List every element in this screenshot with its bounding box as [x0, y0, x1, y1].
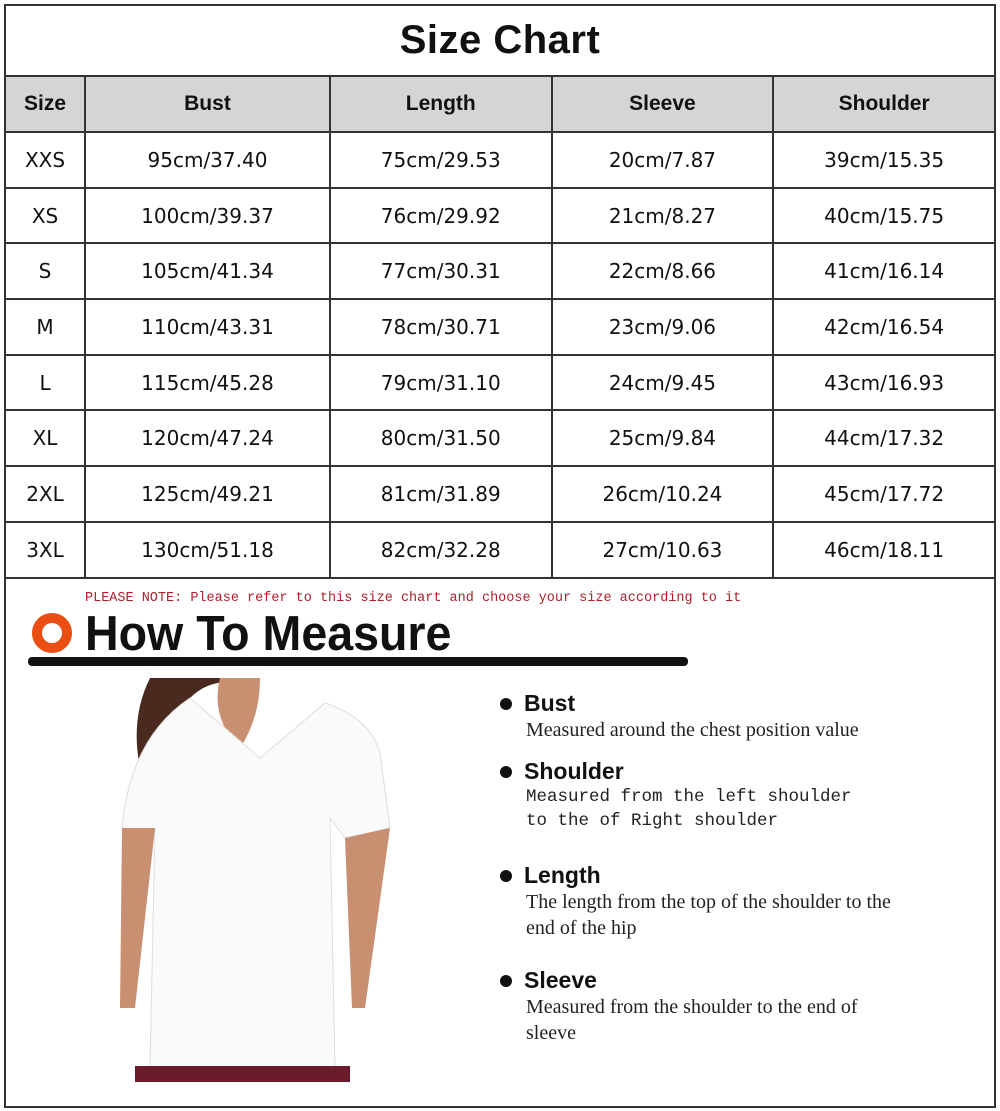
table-cell: M — [3, 298, 87, 356]
measure-item-desc: Measured from the left shoulder to the o… — [526, 787, 852, 831]
please-note: PLEASE NOTE: Please refer to this size c… — [85, 591, 742, 606]
table-cell: 115cm/45.28 — [84, 353, 331, 412]
table-cell: 22cm/8.66 — [550, 242, 775, 301]
measure-item-name: Bust — [498, 690, 898, 717]
table-cell: 78cm/30.71 — [328, 298, 553, 356]
measure-item-name: Length — [498, 862, 898, 889]
table-cell: XS — [3, 186, 87, 245]
table-cell: 43cm/16.93 — [772, 353, 996, 412]
table-cell: 21cm/8.27 — [550, 186, 775, 245]
table-row: XL 120cm/47.24 80cm/31.50 25cm/9.84 44cm/17.… — [3, 409, 996, 468]
column-header: Shoulder — [772, 75, 996, 133]
table-cell: 25cm/9.84 — [550, 409, 775, 468]
table-cell: 82cm/32.28 — [328, 520, 553, 579]
table-cell: 39cm/15.35 — [772, 131, 996, 189]
table-cell: XL — [3, 409, 87, 468]
table-cell: 2XL — [3, 465, 87, 523]
column-header: Size — [3, 75, 87, 133]
table-row: M 110cm/43.31 78cm/30.71 23cm/9.06 42cm/16.5… — [3, 298, 996, 356]
table-row: L 115cm/45.28 79cm/31.10 24cm/9.45 43cm/16.9… — [3, 353, 996, 412]
how-to-measure-title: How To Measure — [85, 607, 452, 661]
table-cell: 77cm/30.31 — [328, 242, 553, 301]
table-row: S 105cm/41.34 77cm/30.31 22cm/8.66 41cm/16.1… — [3, 242, 996, 301]
table-cell: 3XL — [3, 520, 87, 579]
table-cell: L — [3, 353, 87, 412]
table-cell: 42cm/16.54 — [772, 298, 996, 356]
column-header: Length — [328, 75, 553, 133]
table-cell: 26cm/10.24 — [550, 465, 775, 523]
table-cell: 24cm/9.45 — [550, 353, 775, 412]
table-cell: 110cm/43.31 — [84, 298, 331, 356]
table-cell: 75cm/29.53 — [328, 131, 553, 189]
table-cell: 23cm/9.06 — [550, 298, 775, 356]
table-row: XXS 95cm/37.40 75cm/29.53 20cm/7.87 39cm/15.… — [3, 131, 996, 189]
chart-title: Size Chart — [4, 4, 996, 77]
table-cell: 95cm/37.40 — [84, 131, 331, 189]
table-cell: 105cm/41.34 — [84, 242, 331, 301]
table-cell: 41cm/16.14 — [772, 242, 996, 301]
table-cell: 46cm/18.11 — [772, 520, 996, 579]
measure-item: Sleeve Measured from the shoulder to the … — [498, 967, 898, 1046]
measure-item-desc: Measured around the chest position value — [526, 719, 859, 741]
column-header: Sleeve — [550, 75, 775, 133]
circle-icon — [32, 613, 72, 653]
table-cell: XXS — [3, 131, 87, 189]
table-cell: 40cm/15.75 — [772, 186, 996, 245]
measure-item: Length The length from the top of the sho… — [498, 862, 898, 941]
measure-item-desc: Measured from the shoulder to the end of… — [526, 996, 858, 1044]
size-chart-table: Size Chart Size Bust Length Sleeve Shoulder … — [3, 4, 996, 579]
model-tshirt-image — [120, 678, 391, 1082]
measure-item-desc: The length from the top of the shoulder … — [526, 891, 891, 939]
table-cell: S — [3, 242, 87, 301]
table-row: XS 100cm/39.37 76cm/29.92 21cm/8.27 40cm/15.… — [3, 186, 996, 245]
table-cell: 80cm/31.50 — [328, 409, 553, 468]
table-cell: 125cm/49.21 — [84, 465, 331, 523]
measure-item-name: Shoulder — [498, 758, 878, 785]
table-cell: 81cm/31.89 — [328, 465, 553, 523]
table-cell: 130cm/51.18 — [84, 520, 331, 579]
table-cell: 79cm/31.10 — [328, 353, 553, 412]
title-underline — [28, 657, 688, 666]
table-cell: 120cm/47.24 — [84, 409, 331, 468]
table-row: 2XL 125cm/49.21 81cm/31.89 26cm/10.24 45cm/1… — [3, 465, 996, 523]
table-cell: 100cm/39.37 — [84, 186, 331, 245]
table-cell: 45cm/17.72 — [772, 465, 996, 523]
column-header: Bust — [84, 75, 331, 133]
table-cell: 44cm/17.32 — [772, 409, 996, 468]
measure-item-name: Sleeve — [498, 967, 898, 994]
table-cell: 76cm/29.92 — [328, 186, 553, 245]
table-cell: 27cm/10.63 — [550, 520, 775, 579]
table-cell: 20cm/7.87 — [550, 131, 775, 189]
measure-item: Shoulder Measured from the left shoulder … — [498, 758, 878, 833]
measure-item: Bust Measured around the chest position v… — [498, 690, 898, 743]
table-row: 3XL 130cm/51.18 82cm/32.28 27cm/10.63 46cm/1… — [3, 520, 996, 579]
